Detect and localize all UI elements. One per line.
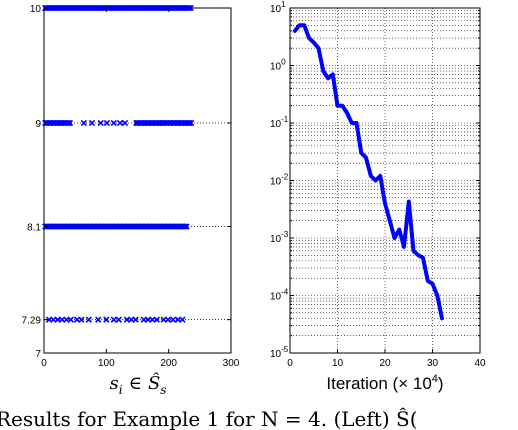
left-marker [88,119,96,127]
left-ytick-label: 8.1 [27,223,41,234]
left-marker [187,4,194,12]
left-marker [179,316,186,323]
right-ytick-label: 10-2 [270,173,289,188]
right-line [292,23,444,321]
left-ytick-label: 7.29 [22,316,42,327]
right-xtick-label: 0 [287,358,293,369]
left-marker [65,119,72,127]
right-ytick-label: 10-5 [270,345,289,360]
left-chart: 7 7.29 8.1 9 10 0 100 200 300 si ∈ Ŝs [22,4,240,397]
figure-caption: Results for Example 1 for N = 4. (Left) … [0,406,418,430]
left-marker [110,316,117,323]
left-marker [85,316,93,323]
left-marker [66,119,74,127]
right-chart: 101 100 10-1 10-2 10-3 10-4 10-5 0 10 20 30 40 Ite… [270,0,486,393]
left-marker [121,119,129,127]
left-marks [42,4,195,323]
right-yticks: 101 100 10-1 10-2 10-3 10-4 10-5 [270,0,480,360]
left-yticks: 7 7.29 8.1 9 10 [22,4,231,360]
left-marker [153,316,160,323]
left-plot-frame [43,7,232,354]
left-marker [186,119,193,127]
left-x-axis-label: si ∈ Ŝs [110,371,167,397]
right-ytick-label: 100 [270,58,286,73]
right-x-axis-label: Iteration (× 104) [326,373,443,393]
left-marker [115,316,122,323]
left-marker [186,4,193,12]
right-xticks: 0 10 20 30 40 [287,349,486,369]
left-marker [97,119,104,127]
left-xticks: 0 100 200 300 [41,8,240,369]
left-xtick-label: 200 [160,358,177,369]
left-marker [181,223,189,230]
left-marker [67,316,74,323]
left-marker [78,316,85,323]
left-xtick-label: 300 [223,358,240,369]
left-ytick-label: 10 [30,4,42,15]
left-marker [80,119,88,127]
right-xtick-label: 10 [332,358,344,369]
left-xtick-label: 100 [98,358,115,369]
left-marker [164,316,172,323]
right-ytick-label: 10-1 [270,115,289,130]
left-marker [169,316,177,323]
left-marker [103,119,111,127]
left-ytick-label: 9 [35,119,41,130]
right-xtick-label: 40 [474,358,486,369]
left-marker [103,316,110,323]
right-ytick-label: 10-4 [270,288,289,303]
left-marker [132,316,139,323]
right-grid [290,8,480,353]
left-marker [116,119,124,127]
left-ytick-label: 7 [35,349,41,360]
left-marker [110,119,117,127]
left-marker [187,119,195,127]
right-ytick-label: 101 [270,0,286,15]
left-marker [95,316,102,323]
right-series-line [292,23,444,321]
left-marker [183,223,190,230]
right-ytick-label: 10-3 [270,230,289,245]
right-xtick-label: 20 [379,358,391,369]
left-xtick-label: 0 [41,358,47,369]
right-xtick-label: 30 [427,358,439,369]
